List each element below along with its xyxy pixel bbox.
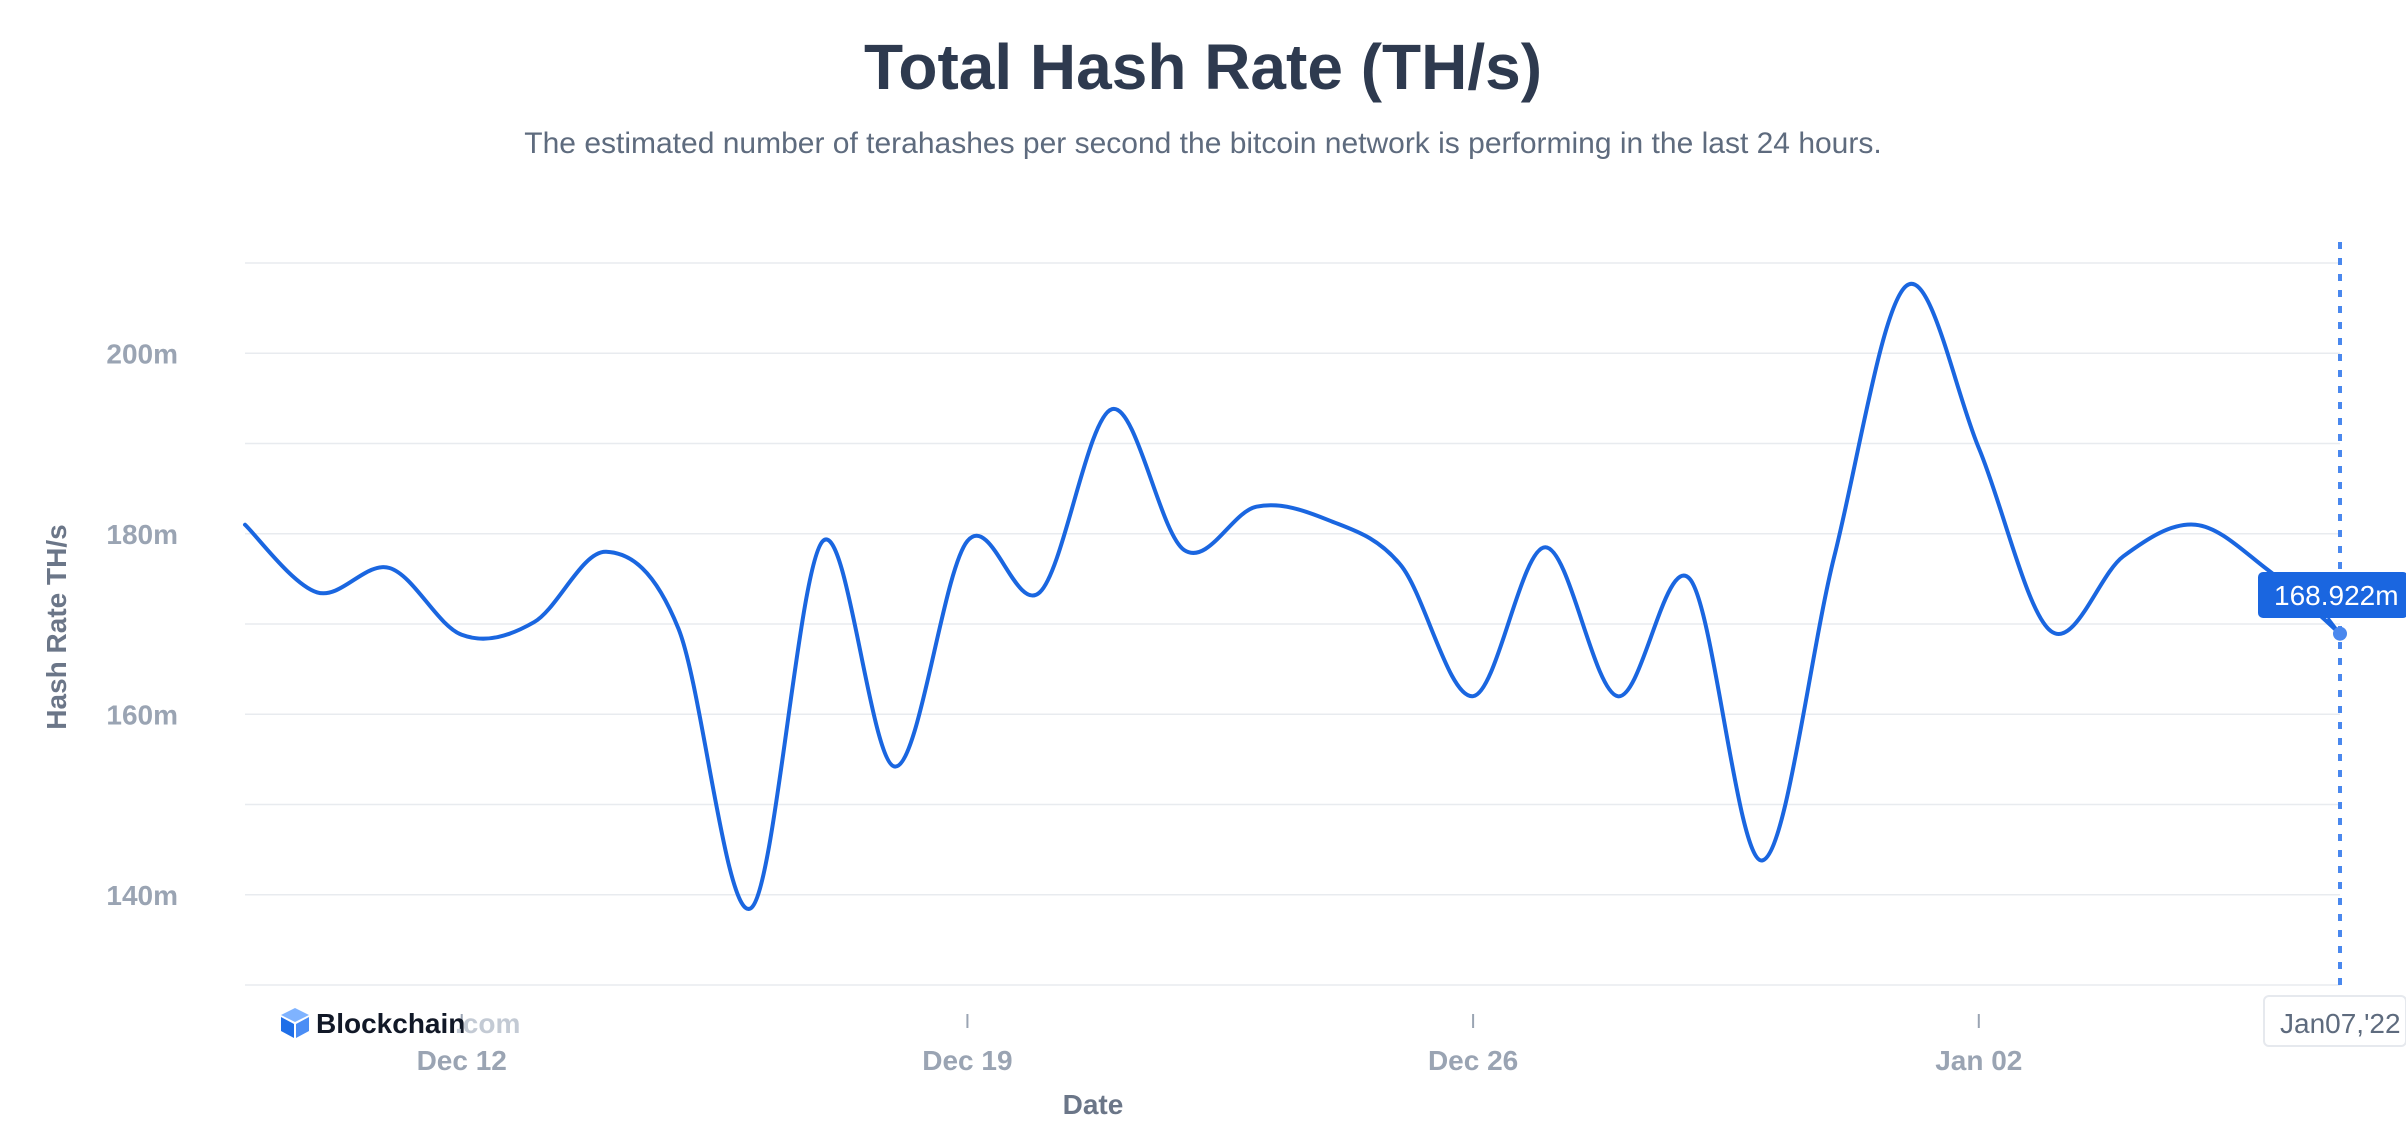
date-tooltip-text: Jan07,'22 <box>2280 1008 2401 1039</box>
date-tooltip-box <box>2263 995 2406 1047</box>
value-tooltip: 168.922m <box>2258 572 2406 618</box>
date-tooltip: Jan07,'22 <box>2263 995 2406 1047</box>
page-subtitle: The estimated number of terahashes per s… <box>524 127 1882 160</box>
blockchain-cube-icon <box>281 1008 309 1038</box>
y-tick-label: 200m <box>106 338 178 369</box>
x-tick-label: Jan 02 <box>1935 1045 2022 1076</box>
series-line <box>243 281 2342 911</box>
grid-lines <box>245 262 2340 986</box>
series-layer <box>243 281 2342 911</box>
blockchain-logo: Blockchain .com <box>281 1008 520 1039</box>
x-axis-ticks: Dec 12 Dec 19 Dec 26 Jan 02 <box>417 1014 2022 1076</box>
y-tick-label: 160m <box>106 699 178 730</box>
logo-word: Blockchain <box>316 1008 465 1039</box>
y-tick-label: 140m <box>106 880 178 911</box>
x-axis-title: Date <box>1063 1089 1124 1120</box>
x-tick-label: Dec 26 <box>1428 1045 1518 1076</box>
hover-point[interactable] <box>2333 626 2347 641</box>
page-title: Total Hash Rate (TH/s) <box>864 31 1542 103</box>
value-tooltip-text: 168.922m <box>2274 580 2399 611</box>
y-axis-ticks: 140m 160m 180m 200m <box>106 338 178 911</box>
x-tick-label: Dec 19 <box>922 1045 1012 1076</box>
y-tick-label: 180m <box>106 519 178 550</box>
logo-suffix: .com <box>455 1008 520 1039</box>
x-tick-label: Dec 12 <box>417 1045 507 1076</box>
value-tooltip-box <box>2258 572 2406 618</box>
y-axis-title: Hash Rate TH/s <box>41 524 72 729</box>
